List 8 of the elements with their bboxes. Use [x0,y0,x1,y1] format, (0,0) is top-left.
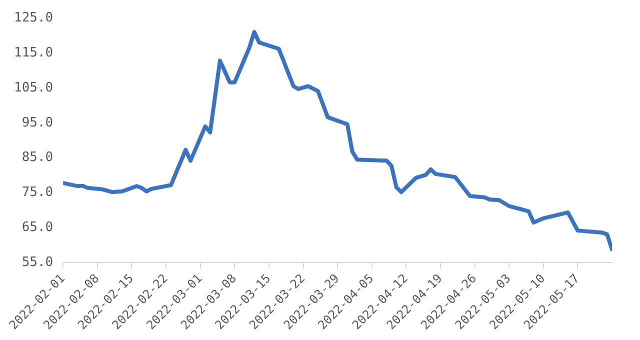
y-tick-label: 65.0 [22,220,54,236]
y-tick-label: 85.0 [22,150,54,166]
y-tick-label: 55.0 [22,255,54,270]
y-tick-label: 105.0 [14,80,54,96]
y-tick-label: 125.0 [14,10,54,26]
y-tick-label: 115.0 [14,45,54,60]
y-tick-label: 95.0 [22,115,54,130]
y-tick-label: 75.0 [22,185,54,200]
